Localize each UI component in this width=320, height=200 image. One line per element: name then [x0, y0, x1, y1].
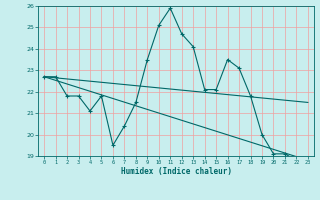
X-axis label: Humidex (Indice chaleur): Humidex (Indice chaleur): [121, 167, 231, 176]
